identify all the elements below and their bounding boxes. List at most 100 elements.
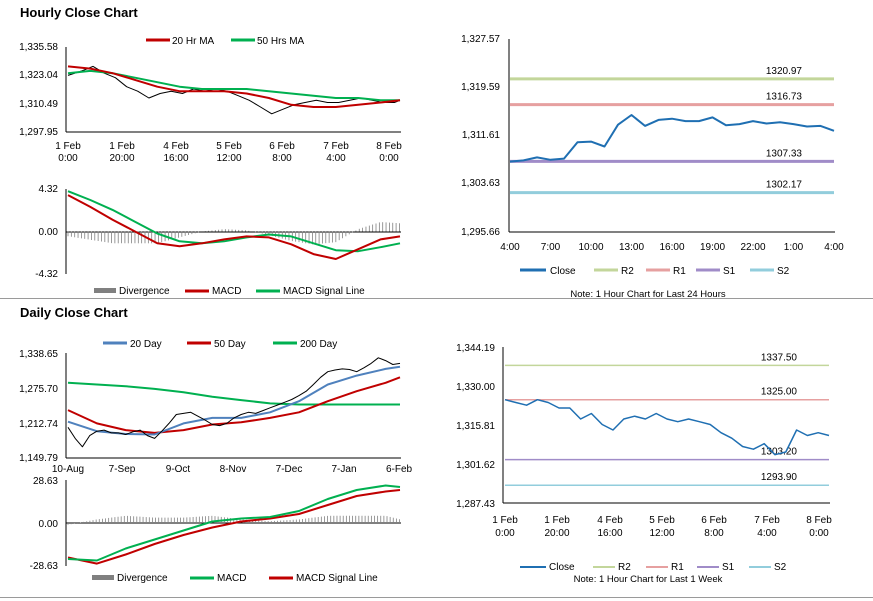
y-tick-label: 1,149.79 (19, 453, 58, 464)
h24-level-lines: 1320.97 1316.73 1307.33 1302.17 (510, 66, 834, 195)
x-tick-label: 8 Feb (806, 515, 832, 526)
legend-label-r2: R2 (618, 562, 631, 573)
x-tick-label: 1 Feb (492, 515, 518, 526)
week-x-tick-labels: 1 Feb 0:00 1 Feb 20:00 4 Feb 16:00 5 Feb 12:… (492, 515, 832, 539)
level-label-r1: 1316.73 (766, 92, 803, 103)
y-tick-label: 1,301.62 (456, 460, 495, 471)
sma50-line (67, 376, 401, 434)
legend-label-macd: MACD (217, 573, 246, 584)
x-tick-label: 19:00 (700, 242, 725, 253)
x-tick-label: 5 Feb (649, 515, 675, 526)
y-tick-label: 1,311.61 (462, 130, 501, 141)
x-tick-label: 7 Feb (754, 515, 780, 526)
x-tick-label: 6-Feb (386, 464, 413, 475)
legend-label-r1: R1 (671, 562, 684, 573)
y-tick-label: 1,330.00 (456, 382, 495, 393)
hourly-section-title: Hourly Close Chart (20, 5, 138, 20)
hourly-price-series (67, 65, 401, 115)
y-tick-label: 1,275.70 (19, 384, 58, 395)
ma20-line (67, 65, 401, 108)
legend-label-20hr-ma: 20 Hr MA (172, 36, 215, 47)
x-tick-label: 9-Oct (166, 464, 191, 475)
x-tick-label: 5 Feb (216, 141, 242, 152)
hourly-price-legend: 20 Hr MA 50 Hrs MA (146, 36, 305, 47)
legend-label-divergence: Divergence (117, 573, 168, 584)
y-tick-label: -4.32 (35, 269, 58, 280)
x-tick-label: 16:00 (163, 153, 188, 164)
x-tick-label: 8:00 (704, 528, 724, 539)
y-tick-label: 1,335.58 (19, 42, 58, 53)
x-tick-label: 22:00 (740, 242, 765, 253)
level-label-r2: 1337.50 (761, 352, 798, 363)
x-tick-label: 0:00 (379, 153, 399, 164)
x-tick-label: 4 Feb (597, 515, 623, 526)
y-tick-label: 1,212.74 (19, 419, 58, 430)
week-close-series (504, 398, 830, 456)
x-tick-label: 8 Feb (376, 141, 402, 152)
week-note: Note: 1 Hour Chart for Last 1 Week (574, 574, 723, 585)
y-tick-label: 1,319.59 (461, 82, 500, 93)
y-tick-label: -28.63 (30, 561, 59, 572)
y-tick-label: 1,323.04 (19, 70, 58, 81)
y-tick-label: 1,344.19 (456, 343, 495, 354)
close-line (67, 65, 401, 115)
week-level-lines: 1337.50 1325.00 1303.20 1293.90 (505, 352, 829, 486)
level-label-s1: 1307.33 (766, 148, 803, 159)
daily-price-series (67, 357, 401, 448)
close-line (67, 357, 401, 448)
signal-line (67, 190, 401, 253)
legend-swatch-divergence (94, 288, 116, 293)
legend-label-macd: MACD (212, 286, 241, 297)
x-tick-label: 10-Aug (52, 464, 84, 475)
y-tick-label: 0.00 (39, 519, 59, 530)
legend-label-close: Close (550, 266, 576, 277)
legend-label-r2: R2 (621, 266, 634, 277)
signal-line (67, 489, 401, 565)
x-tick-label: 8-Nov (220, 464, 247, 475)
legend-label-s2: S2 (774, 562, 787, 573)
legend-label-s1: S1 (722, 562, 735, 573)
hourly-macd-series (67, 190, 401, 260)
x-tick-label: 12:00 (216, 153, 241, 164)
x-tick-label: 8:00 (272, 153, 292, 164)
x-tick-label: 1:00 (784, 242, 804, 253)
legend-label-divergence: Divergence (119, 286, 170, 297)
legend-label-50hrs-ma: 50 Hrs MA (257, 36, 305, 47)
x-tick-label: 1 Feb (109, 141, 135, 152)
legend-label-200day: 200 Day (300, 339, 337, 350)
h24-x-tick-labels: 4:00 7:00 10:00 13:00 16:00 19:00 22:00 1:00 4:0… (500, 242, 844, 253)
level-label-s1: 1303.20 (761, 447, 798, 458)
daily-price-legend: 20 Day 50 Day 200 Day (103, 339, 337, 350)
legend-label-20day: 20 Day (130, 339, 162, 350)
legend-label-signal: MACD Signal Line (283, 286, 365, 297)
legend-swatch-divergence (92, 575, 114, 580)
daily-divergence-bars (67, 515, 400, 525)
legend-label-s1: S1 (723, 266, 736, 277)
daily-macd-legend: Divergence MACD MACD Signal Line (92, 573, 378, 584)
y-tick-label: 1,315.81 (456, 421, 495, 432)
x-tick-label: 7-Jan (331, 464, 356, 475)
macd-line (67, 484, 401, 562)
sma200-line (67, 381, 400, 406)
x-tick-label: 4:00 (824, 242, 844, 253)
hourly-divergence-bars (67, 222, 400, 245)
x-tick-label: 6 Feb (269, 141, 295, 152)
y-tick-label: 0.00 (39, 227, 59, 238)
section-divider (0, 298, 873, 299)
ma50-line (67, 69, 400, 102)
sma20-line (67, 365, 401, 436)
x-tick-label: 4:00 (500, 242, 520, 253)
legend-label-signal: MACD Signal Line (296, 573, 378, 584)
legend-label-s2: S2 (777, 266, 790, 277)
y-tick-label: 1,297.95 (19, 127, 58, 138)
x-tick-label: 16:00 (597, 528, 622, 539)
y-tick-label: 4.32 (39, 184, 59, 195)
y-tick-label: 1,338.65 (19, 349, 58, 360)
x-tick-label: 7-Dec (276, 464, 303, 475)
x-tick-label: 1 Feb (55, 141, 81, 152)
h24-legend: Close R2 R1 S1 S2 (520, 266, 790, 277)
y-tick-label: 1,295.66 (461, 227, 500, 238)
x-tick-label: 7-Sep (109, 464, 136, 475)
